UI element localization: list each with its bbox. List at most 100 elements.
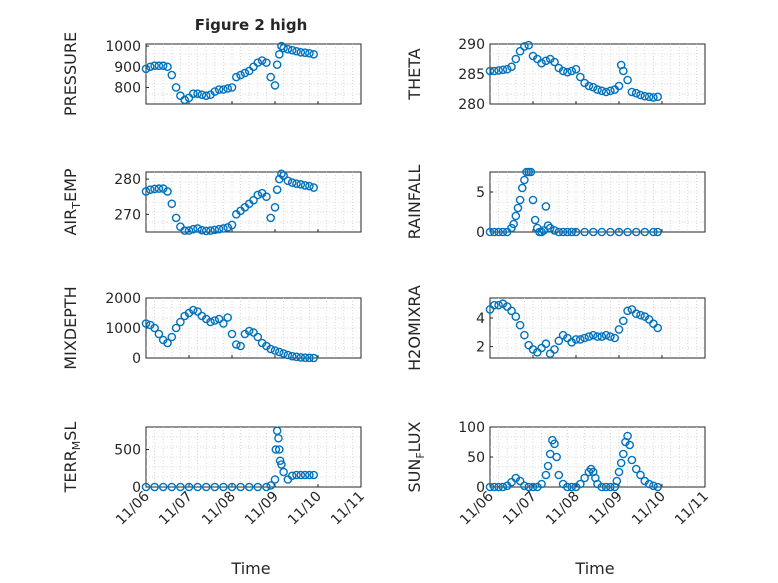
data-point — [649, 227, 658, 237]
data-point — [305, 470, 314, 480]
data-point — [554, 470, 564, 480]
data-point — [210, 225, 220, 235]
data-point — [287, 178, 297, 187]
data-point — [214, 224, 224, 234]
data-point — [576, 479, 585, 489]
y-tick-label: 0 — [132, 351, 141, 367]
data-point — [636, 90, 645, 100]
data-point — [494, 300, 503, 310]
data-point — [623, 306, 632, 316]
data-point — [563, 333, 572, 343]
data-point — [219, 482, 228, 492]
data-point — [227, 482, 237, 492]
data-point — [593, 332, 602, 341]
data-point — [206, 317, 215, 327]
data-point — [150, 323, 159, 333]
data-point — [188, 305, 198, 315]
data-point — [279, 467, 288, 477]
data-point — [623, 227, 632, 237]
data-point — [167, 199, 177, 209]
data-point — [180, 226, 189, 235]
data-point — [597, 332, 607, 341]
data-point — [266, 481, 276, 490]
data-point — [567, 227, 577, 237]
data-point — [287, 351, 297, 361]
data-point — [588, 330, 598, 340]
data-point — [606, 227, 615, 237]
data-point — [274, 433, 283, 443]
axes-box — [145, 43, 362, 105]
data-point — [623, 75, 632, 85]
data-point — [644, 315, 654, 324]
data-point — [244, 326, 254, 336]
data-point — [305, 181, 314, 191]
data-point — [631, 227, 641, 237]
data-point — [489, 227, 499, 237]
data-point — [502, 302, 512, 311]
data-point — [253, 482, 263, 492]
data-point — [292, 352, 301, 362]
data-point — [498, 227, 508, 237]
data-point — [636, 310, 645, 320]
data-point — [502, 64, 512, 74]
data-point — [541, 202, 551, 211]
y-tick-label: 270 — [114, 207, 141, 223]
data-point — [541, 470, 551, 480]
data-point — [554, 227, 564, 237]
data-point — [601, 330, 611, 340]
data-point — [511, 312, 521, 321]
y-tick-label: 2000 — [105, 291, 141, 307]
data-point — [206, 226, 215, 235]
data-point — [489, 66, 499, 76]
data-point — [526, 167, 536, 177]
data-point — [601, 87, 611, 97]
data-point — [524, 482, 534, 492]
data-point — [296, 47, 306, 57]
data-point — [550, 226, 559, 235]
y-tick-label: 0 — [476, 225, 485, 241]
axes-box — [145, 297, 362, 359]
data-point — [537, 479, 546, 489]
y-tick-label: 0 — [476, 480, 485, 496]
axes-box — [145, 171, 362, 233]
axes-air: 270 280 AIRTEMP — [61, 168, 362, 236]
data-point — [262, 482, 271, 492]
data-point — [552, 452, 561, 462]
data-point — [627, 455, 637, 465]
data-point — [283, 44, 293, 54]
data-point — [537, 343, 546, 353]
data-point — [287, 45, 297, 55]
data-point — [507, 62, 516, 72]
data-point — [606, 332, 615, 341]
data-point — [188, 224, 198, 234]
data-point — [305, 353, 314, 363]
data-point — [545, 349, 555, 359]
y-axis-label: MIXDEPTH — [61, 286, 80, 369]
y-tick-label: 290 — [458, 37, 485, 53]
data-point — [627, 305, 637, 314]
data-point — [571, 227, 581, 237]
data-point — [606, 482, 615, 492]
data-point — [614, 467, 624, 477]
data-point — [272, 185, 282, 194]
data-point — [184, 482, 194, 492]
data-point — [240, 68, 250, 78]
data-point — [145, 185, 155, 194]
data-point — [571, 335, 581, 344]
data-point — [296, 470, 306, 480]
data-point — [550, 345, 559, 354]
chart-title: Figure 2 high — [195, 16, 308, 34]
data-point — [171, 83, 181, 92]
y-axis-label: AIRTEMP — [61, 168, 83, 235]
data-point — [300, 181, 310, 190]
data-point — [494, 66, 503, 75]
data-point — [184, 226, 194, 235]
data-point — [649, 319, 658, 329]
data-point — [584, 81, 594, 91]
data-point — [485, 482, 495, 492]
data-point — [167, 70, 177, 80]
data-point — [524, 40, 534, 50]
data-point — [171, 323, 181, 333]
data-point — [509, 219, 518, 229]
data-point — [653, 227, 663, 237]
